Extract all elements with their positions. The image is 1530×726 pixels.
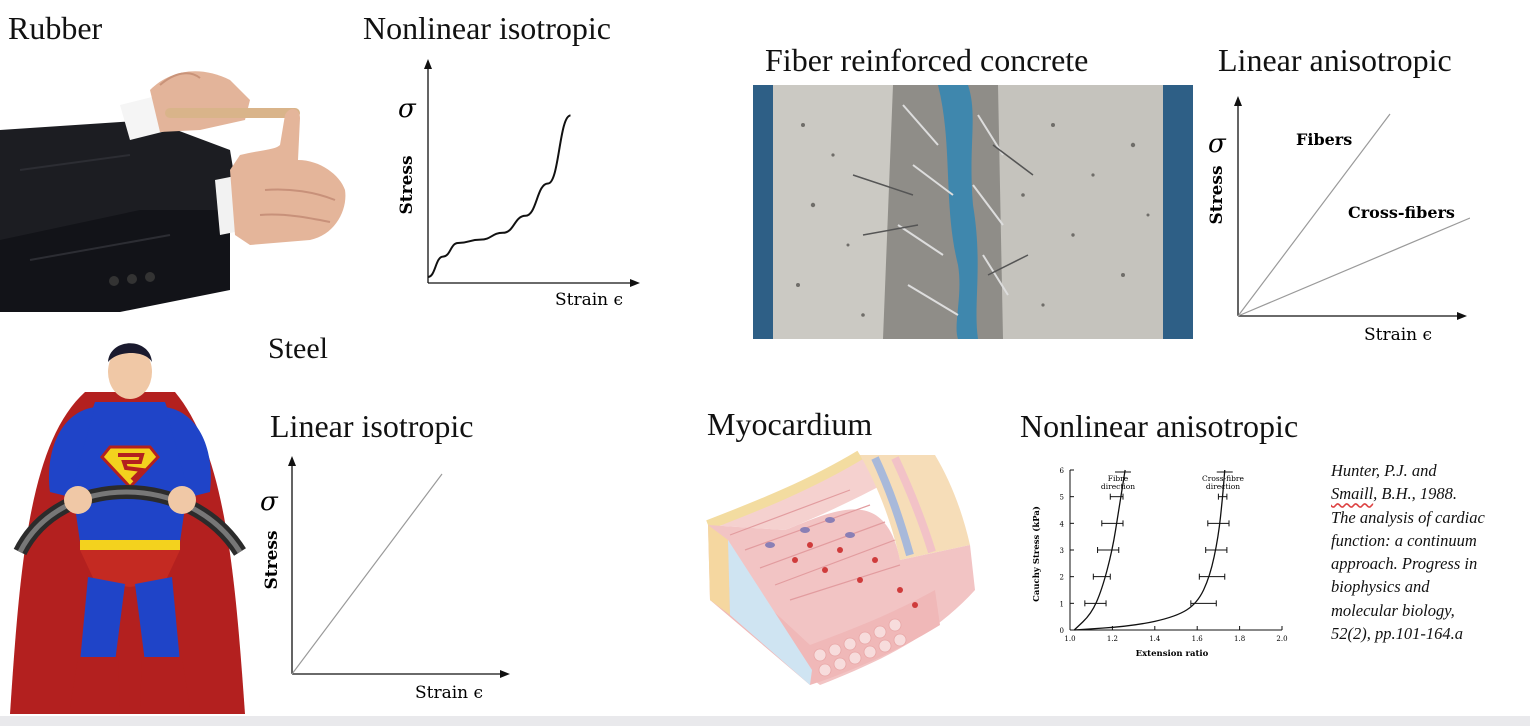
citation-author-smaill: Smaill [1331, 484, 1374, 504]
concrete-model-title: Linear anisotropic [1218, 42, 1452, 78]
series-label-fibre-line2: direction [1101, 482, 1135, 491]
x-tick-label: 1.6 [1192, 635, 1204, 643]
myocardium-title: Myocardium [707, 406, 873, 442]
citation-line-8: 52(2), pp.101-164.a [1331, 624, 1463, 644]
myocardium-stress-chart: 0 1 2 3 4 5 6 1.0 1.2 1.4 1.6 1.8 2.0 Fibre directi… [1031, 467, 1288, 659]
x-axis-arrow [1457, 312, 1467, 320]
x-tick-label: 1.8 [1234, 635, 1245, 643]
myocardium-model-title: Nonlinear anisotropic [1020, 408, 1299, 444]
fibers-line [1237, 113, 1391, 317]
x-tick-label: 1.0 [1064, 635, 1075, 643]
y-tick-label: 5 [1060, 494, 1064, 502]
y-tick-label: 3 [1060, 547, 1064, 555]
y-symbol: σ [1208, 129, 1227, 159]
x-axis-label: Strain ϵ [1364, 325, 1432, 345]
y-axis-arrow [1234, 96, 1242, 106]
x-axis-label: Strain ϵ [555, 290, 623, 310]
rubber-band-photo [0, 60, 350, 312]
y-ticks: 0 1 2 3 4 5 6 [1060, 467, 1074, 635]
y-tick-label: 2 [1060, 574, 1064, 582]
y-tick-label: 6 [1060, 467, 1065, 475]
x-ticks: 1.0 1.2 1.4 1.6 1.8 2.0 [1064, 626, 1288, 643]
series-label-cross-fibre-line2: direction [1206, 482, 1240, 491]
y-tick-label: 0 [1060, 627, 1064, 635]
citation-line-3: The analysis of cardiac [1331, 507, 1485, 527]
y-axis-arrow [288, 456, 296, 466]
rubber-model-title: Nonlinear isotropic [363, 10, 611, 46]
cross-fibre-direction-curve [1074, 469, 1226, 631]
rubber-curve [427, 114, 571, 278]
series-label-fibre-line1: Fibre [1108, 474, 1129, 483]
citation-line-4: function: a continuum [1331, 530, 1477, 550]
y-symbol: σ [260, 487, 279, 517]
error-bars [1084, 471, 1233, 607]
citation-line-1: Hunter, P.J. and [1331, 461, 1437, 480]
citation-line-5: approach. Progress in [1331, 554, 1478, 574]
myocardium-tissue-illustration [700, 450, 990, 700]
x-tick-label: 1.2 [1107, 635, 1118, 643]
y-tick-label: 1 [1060, 600, 1064, 608]
citation-line-6: biophysics and [1331, 577, 1430, 597]
series-label-cross-fibre-line1: Cross-fibre [1202, 474, 1244, 483]
x-axis-arrow [500, 670, 510, 678]
concrete-stress-strain-chart: Fibers Cross-fibers σ Stress Strain ϵ [1207, 96, 1470, 345]
y-axis-arrow [424, 59, 432, 69]
y-tick-label: 4 [1060, 520, 1065, 528]
steel-title: Steel [268, 332, 328, 365]
citation-text: Hunter, P.J. and Smaill, B.H., 1988. The… [1331, 459, 1485, 645]
rubber-stress-strain-chart: σ Stress Strain ϵ [397, 59, 640, 310]
x-axis-arrow [630, 279, 640, 287]
rubber-title: Rubber [8, 10, 103, 46]
y-axis-label: Stress [397, 155, 417, 214]
superman-bending-steel-illustration [0, 322, 258, 714]
x-axis-label: Extension ratio [1136, 649, 1209, 659]
x-axis-label: Strain ϵ [415, 683, 483, 703]
x-tick-label: 1.4 [1149, 635, 1161, 643]
steel-model-title: Linear isotropic [270, 408, 474, 444]
citation-line-7: molecular biology, [1331, 600, 1455, 620]
y-axis-label: Stress [1207, 165, 1227, 224]
y-axis-label: Cauchy Stress (kPa) [1031, 506, 1042, 602]
fiber-concrete-photo [753, 85, 1193, 339]
series-label-fibers: Fibers [1296, 130, 1352, 149]
concrete-title: Fiber reinforced concrete [765, 42, 1089, 78]
y-symbol: σ [398, 94, 417, 124]
window-bottom-bar [0, 716, 1530, 726]
steel-line [291, 473, 443, 675]
steel-stress-strain-chart: σ Stress Strain ϵ [260, 456, 510, 703]
series-label-cross-fibers: Cross-fibers [1348, 203, 1455, 222]
y-axis-label: Stress [262, 530, 282, 589]
cross-fibers-line [1237, 217, 1470, 317]
citation-line-2-rest: , B.H., 1988. [1373, 484, 1458, 504]
x-tick-label: 2.0 [1276, 635, 1287, 643]
